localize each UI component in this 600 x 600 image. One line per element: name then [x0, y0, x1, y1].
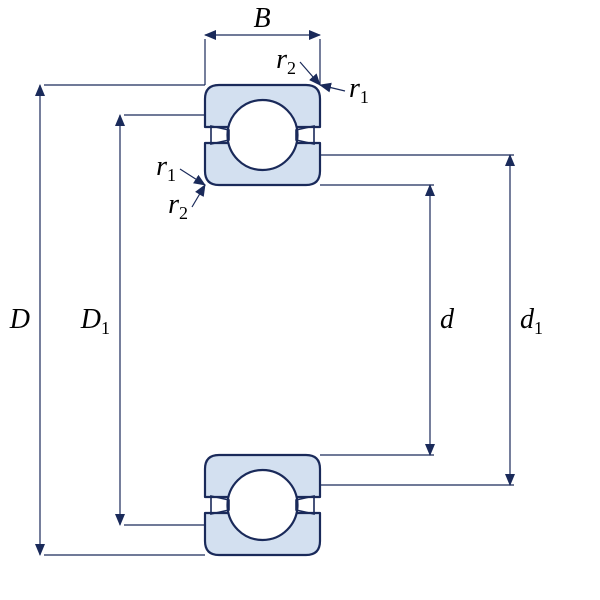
svg-text:r2: r2 — [168, 189, 188, 223]
bearing-cross-section-diagram: B D D1 d d1 r1 r2 r1 r2 — [0, 0, 600, 600]
svg-text:d1: d1 — [520, 304, 543, 338]
svg-text:D1: D1 — [80, 304, 110, 338]
svg-text:r1: r1 — [349, 73, 369, 107]
svg-text:d: d — [440, 304, 455, 335]
svg-text:r1: r1 — [156, 151, 176, 185]
svg-text:B: B — [253, 3, 270, 34]
svg-text:r2: r2 — [276, 44, 296, 78]
svg-text:D: D — [9, 304, 30, 335]
